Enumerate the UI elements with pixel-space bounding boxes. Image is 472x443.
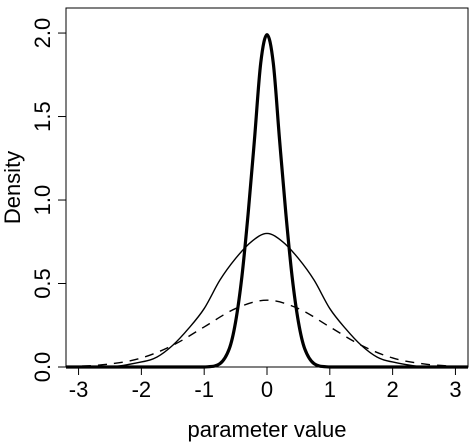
density-curve-narrow (66, 33, 468, 369)
x-axis-label: parameter value (188, 417, 347, 442)
y-tick-label: 2.0 (30, 18, 55, 49)
x-axis: -3 -2 -1 0 1 2 3 (69, 367, 462, 402)
x-tick-label: -2 (132, 377, 152, 402)
x-tick-label: 3 (449, 377, 461, 402)
density-curve-wide (65, 299, 469, 368)
y-tick-label: 1.5 (30, 101, 55, 132)
series-layer (65, 33, 469, 369)
x-tick-label: -3 (69, 377, 89, 402)
y-tick-label: 0.0 (30, 352, 55, 383)
y-tick-label: 1.0 (30, 185, 55, 216)
y-tick-label: 0.5 (30, 268, 55, 299)
x-tick-label: 0 (261, 377, 273, 402)
density-curve-medium (66, 232, 468, 368)
x-tick-label: -1 (194, 377, 214, 402)
x-tick-label: 2 (387, 377, 399, 402)
y-axis-label: Density (0, 151, 25, 224)
y-axis: 0.0 0.5 1.0 1.5 2.0 (30, 18, 66, 383)
x-tick-label: 1 (324, 377, 336, 402)
